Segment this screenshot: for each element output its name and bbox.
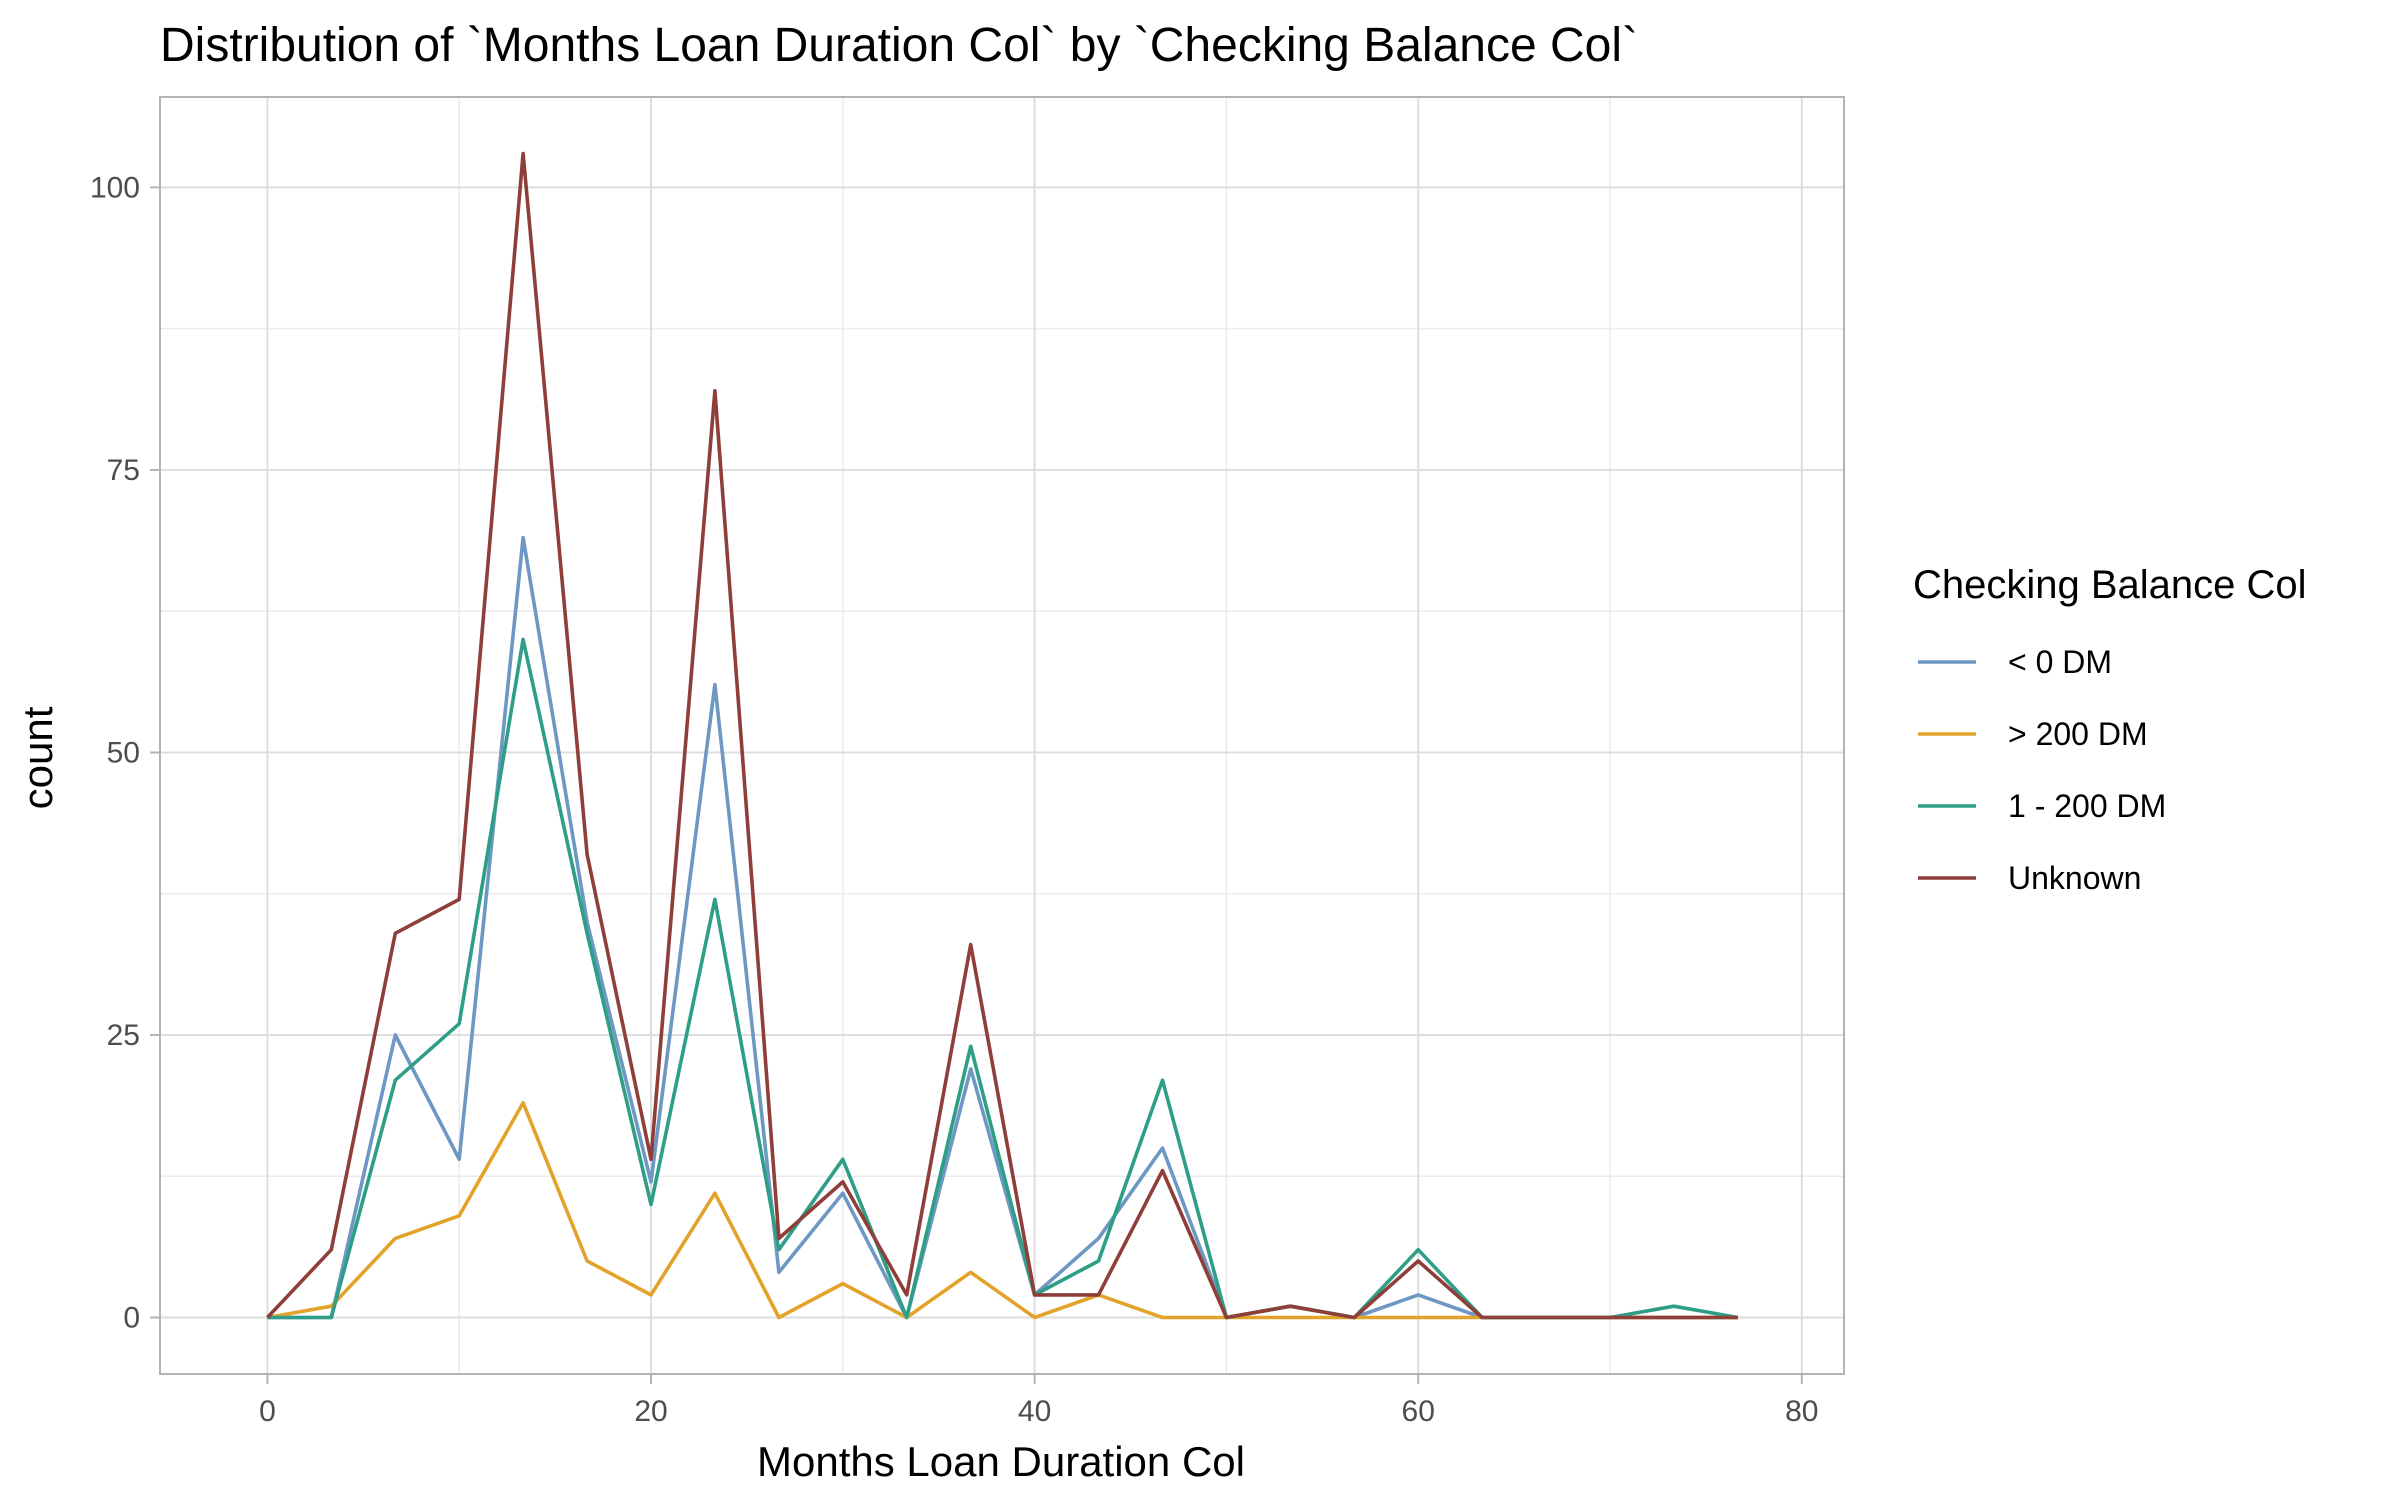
series-lines	[266, 151, 1739, 1320]
series-line	[267, 1101, 1738, 1320]
legend-label: < 0 DM	[2008, 644, 2112, 680]
series-line	[267, 637, 1739, 1320]
x-tick-label: 60	[1402, 1395, 1435, 1428]
legend-items: < 0 DM > 200 DM 1 - 200 DM Unknown	[1918, 644, 2166, 896]
x-tick-label: 20	[634, 1395, 667, 1428]
legend-label: > 200 DM	[2008, 716, 2148, 752]
plot-panel-border	[159, 96, 1845, 1375]
y-axis-title: count	[14, 706, 61, 809]
legend-title: Checking Balance Col	[1913, 563, 2307, 607]
legend-label: Unknown	[2008, 860, 2141, 896]
y-tick-label: 100	[90, 171, 140, 204]
y-tick-label: 50	[107, 736, 140, 769]
y-tick-label: 0	[123, 1301, 140, 1334]
x-tick-label: 0	[259, 1395, 276, 1428]
y-tick-label: 75	[107, 454, 140, 487]
legend-label: 1 - 200 DM	[2008, 788, 2166, 824]
y-tick-label: 25	[107, 1019, 140, 1052]
x-tick-label: 40	[1018, 1395, 1051, 1428]
series-line	[267, 535, 1738, 1320]
series-line	[266, 151, 1738, 1320]
x-tick-label: 80	[1785, 1395, 1818, 1428]
legend: Checking Balance Col < 0 DM > 200 DM 1 - 2…	[1913, 563, 2307, 896]
y-axis-ticks: 0 25 50 75 100	[90, 171, 160, 1334]
x-axis-title: Months Loan Duration Col	[757, 1438, 1245, 1485]
chart-title: Distribution of `Months Loan Duration Co…	[160, 19, 1638, 72]
x-axis-ticks: 0 20 40 60 80	[259, 1374, 1818, 1428]
